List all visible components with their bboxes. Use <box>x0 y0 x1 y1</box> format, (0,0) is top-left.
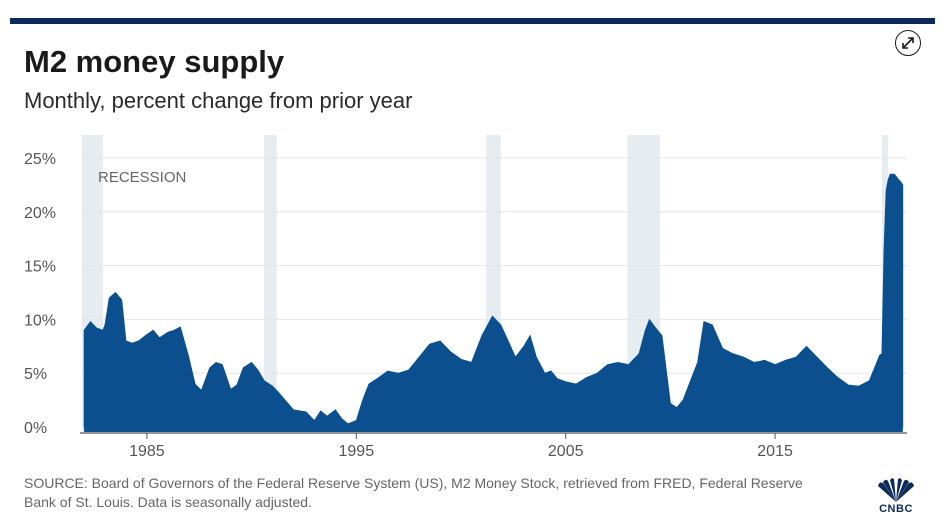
y-tick-label-0: 0% <box>24 420 47 437</box>
recession-label: RECESSION <box>98 169 186 186</box>
y-tick-label-25: 25% <box>24 151 56 168</box>
expand-arrows-icon <box>902 37 914 49</box>
area-baseline-fill <box>84 427 903 432</box>
x-tick-label-1995: 1995 <box>339 443 375 460</box>
cnbc-logo-text: CNBC <box>879 503 913 515</box>
y-tick-label-5: 5% <box>24 366 47 383</box>
axes <box>80 432 907 439</box>
top-accent-bar <box>10 18 935 24</box>
recession-band-1 <box>264 135 277 432</box>
chart-labels: 0% 5% 10% 15% 20% 25% 1985 1995 2005 2015 RECESSIO… <box>24 151 793 460</box>
x-tick-label-2015: 2015 <box>757 443 793 460</box>
y-tick-label-15: 15% <box>24 259 56 276</box>
y-tick-label-10: 10% <box>24 312 56 329</box>
chart-subtitle: Monthly, percent change from prior year <box>24 88 413 113</box>
area-series <box>83 173 904 432</box>
x-tick-label-2005: 2005 <box>548 443 584 460</box>
source-note: SOURCE: Board of Governors of the Federa… <box>24 475 803 510</box>
cnbc-peacock-icon <box>878 478 914 502</box>
y-tick-label-20: 20% <box>24 205 56 222</box>
m2-area-chart: 0% 5% 10% 15% 20% 25% 1985 1995 2005 2015 RECESSIO… <box>24 135 907 460</box>
cnbc-logo: CNBC <box>870 478 922 518</box>
expand-button[interactable] <box>895 30 921 56</box>
chart-title: M2 money supply <box>24 44 285 79</box>
m2-growth-area <box>83 173 904 428</box>
x-tick-label-1985: 1985 <box>129 443 165 460</box>
